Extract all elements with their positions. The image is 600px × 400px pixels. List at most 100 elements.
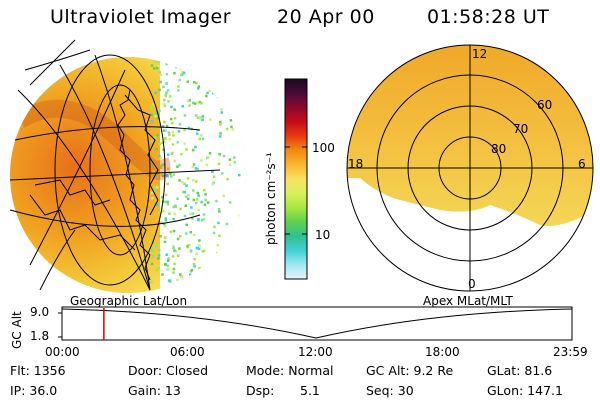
limb-speckle <box>220 111 224 114</box>
limb-speckle <box>159 156 163 160</box>
limb-speckle <box>182 71 186 75</box>
limb-speckle <box>193 80 196 84</box>
limb-speckle <box>163 240 167 244</box>
date-label: 20 Apr 00 <box>277 6 375 28</box>
limb-speckle <box>180 275 184 278</box>
dsp-label: Dsp: <box>246 383 275 398</box>
limb-speckle <box>152 103 156 106</box>
coastline <box>29 89 159 281</box>
limb-speckle <box>197 218 200 222</box>
limb-speckle <box>220 108 223 111</box>
limb-speckle <box>185 195 188 199</box>
limb-speckle <box>167 257 170 260</box>
limb-speckle <box>213 225 216 229</box>
instrument-title: Ultraviolet Imager <box>50 6 232 28</box>
limb-speckle <box>222 194 225 198</box>
limb-speckle <box>184 204 187 207</box>
limb-speckle <box>162 140 166 143</box>
limb-speckle <box>206 201 210 204</box>
limb-speckle <box>173 108 176 111</box>
limb-speckle <box>191 165 195 169</box>
limb-speckle <box>167 131 171 134</box>
limb-speckle <box>200 219 204 222</box>
limb-speckle <box>197 208 201 212</box>
limb-speckle <box>195 81 198 85</box>
limb-speckle <box>183 214 187 218</box>
limb-speckle <box>151 245 154 248</box>
limb-speckle <box>221 172 224 175</box>
limb-speckle <box>166 202 170 206</box>
limb-speckle <box>209 118 212 121</box>
limb-speckle <box>177 85 180 88</box>
limb-speckle <box>180 152 183 156</box>
limb-speckle <box>173 249 176 252</box>
limb-speckle <box>155 66 159 70</box>
limb-speckle <box>161 208 164 211</box>
limb-speckle <box>164 219 168 222</box>
limb-speckle <box>161 174 165 177</box>
limb-speckle <box>150 262 154 266</box>
limb-speckle <box>197 85 201 88</box>
limb-speckle <box>216 244 220 247</box>
limb-speckle <box>217 162 221 166</box>
limb-speckle <box>181 190 185 194</box>
limb-speckle <box>152 250 156 253</box>
xtick-0600: 06:00 <box>170 345 205 359</box>
mlt-label-dusk: 18 <box>348 157 364 171</box>
ip-value: IP: 36.0 <box>10 383 58 398</box>
xtick-1200: 12:00 <box>298 345 333 359</box>
limb-speckle <box>164 200 168 204</box>
limb-speckle <box>201 250 205 253</box>
limb-speckle <box>166 182 169 186</box>
limb-speckle <box>188 99 191 102</box>
limb-speckle <box>163 225 166 228</box>
limb-speckle <box>166 259 170 262</box>
limb-speckle <box>165 82 168 86</box>
limb-speckle <box>162 163 166 166</box>
limb-speckle <box>158 71 162 74</box>
limb-speckle <box>194 201 198 205</box>
limb-speckle <box>166 174 169 178</box>
mlat-label-60: 60 <box>537 98 553 112</box>
limb-speckle <box>154 91 158 95</box>
limb-speckle <box>162 148 165 151</box>
limb-speckle <box>206 91 209 95</box>
limb-speckle <box>157 64 161 68</box>
limb-speckle <box>172 229 176 233</box>
colorbar <box>284 78 308 280</box>
mlat-label-80: 80 <box>491 142 507 156</box>
limb-speckle <box>192 263 196 266</box>
limb-speckle <box>195 252 198 256</box>
limb-speckle <box>188 273 192 276</box>
limb-speckle <box>212 175 216 178</box>
glat-value: GLat: 81.6 <box>487 363 553 378</box>
limb-speckle <box>217 221 220 225</box>
limb-speckle <box>152 67 156 70</box>
limb-speckle <box>193 102 197 105</box>
limb-speckle <box>195 198 199 201</box>
limb-speckle <box>158 211 161 214</box>
limb-speckle <box>192 178 195 182</box>
limb-speckle <box>172 205 175 209</box>
flight-number: Flt: 1356 <box>10 363 66 378</box>
limb-speckle <box>173 116 177 120</box>
limb-speckle <box>202 217 205 221</box>
mode-value: Mode: Normal <box>246 363 334 378</box>
limb-speckle <box>154 60 158 64</box>
limb-speckle <box>165 124 169 128</box>
limb-speckle <box>155 244 158 248</box>
limb-speckle <box>157 257 160 260</box>
limb-speckle <box>155 110 159 114</box>
limb-speckle <box>200 102 203 105</box>
limb-speckle <box>215 199 218 203</box>
limb-speckle <box>168 137 172 141</box>
limb-speckle <box>218 210 221 213</box>
limb-speckle <box>162 129 166 132</box>
limb-speckle <box>176 237 180 241</box>
limb-speckle <box>158 142 161 146</box>
limb-speckle <box>201 137 205 141</box>
limb-speckle <box>192 163 196 166</box>
limb-speckle <box>185 232 188 235</box>
limb-speckle <box>171 130 175 134</box>
limb-speckle <box>159 166 163 170</box>
